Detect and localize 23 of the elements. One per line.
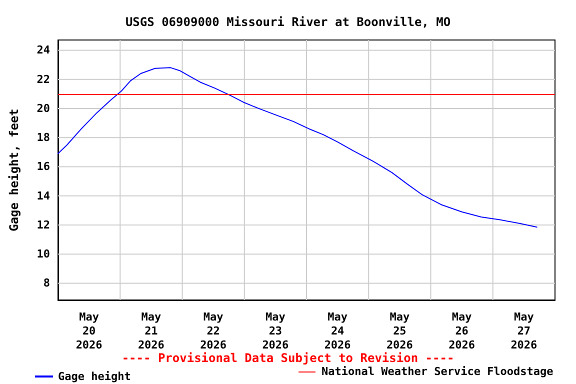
y-tick-label: 16 [36,160,50,174]
y-tick-label: 10 [36,248,50,261]
chart-title: USGS 06909000 Missouri River at Boonville, MO [125,15,451,29]
y-tick-label: 20 [36,102,50,115]
x-tick-label: May 24 2026 [324,310,352,352]
y-axis-title: Gage height, feet [7,108,21,232]
x-tick-label: May 26 2026 [448,310,476,352]
y-tick-label: 18 [36,131,50,144]
y-tick-label: 12 [36,218,50,232]
x-tick-label: May 21 2026 [138,310,165,352]
y-tick-label: 24 [36,44,50,57]
legend-label: Gage height [58,370,131,383]
x-tick-label: May 20 2026 [76,310,103,352]
x-tick-label: May 23 2026 [262,310,290,352]
y-tick-label: 22 [36,72,50,86]
text: ---- Provisional Data Subject to Revision ---- [122,351,454,365]
x-tick-label: May 25 2026 [386,310,414,352]
legend-label: National Weather Service Floodstage [322,365,554,378]
x-tick-label: May 22 2026 [200,310,227,352]
y-tick-label: 8 [43,276,50,290]
x-tick-label: May 27 2026 [510,310,538,352]
line-series [58,67,538,228]
y-tick-label: 14 [36,189,50,202]
